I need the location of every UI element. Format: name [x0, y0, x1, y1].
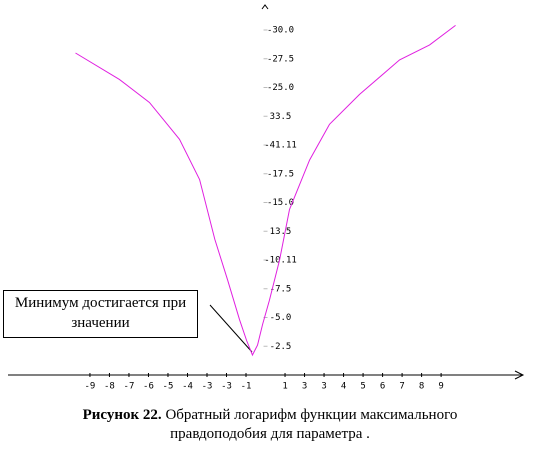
- caption: Рисунок 22. Обратный логарифм функции ма…: [40, 406, 500, 444]
- x-tick-label: 6: [380, 382, 385, 392]
- caption-text: Обратный логарифм функции максимального …: [165, 407, 458, 442]
- x-tick-label: 8: [419, 382, 424, 392]
- y-tick-label: -41.11: [264, 141, 297, 151]
- x-arrow: [514, 370, 525, 380]
- caption-label: Рисунок 22.: [82, 407, 162, 423]
- x-tick-label: -6: [143, 382, 154, 392]
- y-tick-label: -27.5: [267, 54, 294, 64]
- x-tick-label: 1: [282, 382, 287, 392]
- x-tick-label: -3: [202, 382, 213, 392]
- y-tick-label: -25.0: [267, 83, 294, 93]
- x-tick-label: 3: [302, 382, 307, 392]
- x-tick-label: 5: [360, 382, 365, 392]
- curve: [75, 25, 456, 357]
- y-tick-label: 33.5: [270, 112, 292, 122]
- x-tick-label: -7: [124, 382, 135, 392]
- x-tick-label: -9: [85, 382, 96, 392]
- y-tick-label: -15.0: [267, 198, 294, 208]
- y-arrow: [261, 4, 269, 10]
- x-tick-label: 3: [321, 382, 326, 392]
- y-tick-label: -17.5: [267, 169, 294, 179]
- y-tick-label: -10.11: [264, 256, 297, 266]
- x-tick-label: 9: [438, 382, 443, 392]
- y-tick-label: -2.5: [270, 342, 292, 352]
- y-tick-label: -7.5: [270, 284, 292, 294]
- x-tick-label: 7: [399, 382, 404, 392]
- x-tick-label: -4: [182, 382, 193, 392]
- annotation: Минимум достигается при значении: [3, 290, 198, 338]
- y-tick-label: 13.5: [270, 227, 292, 237]
- annotation-pointer: [209, 304, 253, 353]
- y-tick-label: -5.0: [270, 313, 292, 323]
- x-tick-label: -3: [221, 382, 232, 392]
- x-tick-label: -5: [163, 382, 174, 392]
- y-tick-label: -30.0: [267, 26, 294, 36]
- chart: -9 -8 -7 -6 -5 -4 -3 -3 -1 1 3 3 4 5 6 7 8 9 -2.5 -5.0 -7.5 -…: [8, 4, 525, 392]
- x-tick-label: -8: [104, 382, 115, 392]
- x-tick-label: 4: [341, 382, 346, 392]
- x-tick-label: -1: [241, 382, 252, 392]
